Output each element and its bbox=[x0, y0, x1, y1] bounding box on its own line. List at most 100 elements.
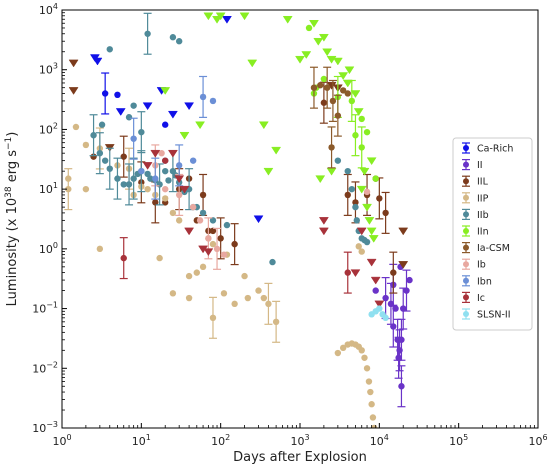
upper-limit-point bbox=[318, 33, 329, 42]
upper-limit-point bbox=[195, 121, 206, 130]
data-point bbox=[348, 185, 356, 193]
upper-limit-point bbox=[398, 261, 409, 269]
data-point bbox=[162, 167, 169, 175]
upper-limit-point bbox=[368, 235, 379, 243]
data-point bbox=[339, 344, 347, 352]
legend-marker bbox=[463, 277, 469, 284]
data-point bbox=[196, 217, 204, 224]
data-point bbox=[369, 414, 377, 421]
x-tick-label: 105 bbox=[449, 433, 468, 448]
data-point bbox=[382, 314, 389, 322]
data-point bbox=[344, 269, 351, 276]
data-point bbox=[209, 97, 217, 105]
data-point bbox=[175, 162, 183, 169]
data-point bbox=[403, 287, 410, 294]
data-point bbox=[320, 99, 328, 106]
legend-marker bbox=[463, 194, 469, 201]
data-point bbox=[255, 287, 262, 294]
upper-limit-point bbox=[374, 300, 385, 309]
data-point bbox=[358, 248, 365, 255]
data-point bbox=[199, 191, 207, 199]
legend-item: Ca-Rich bbox=[462, 142, 513, 155]
x-tick-label: 106 bbox=[528, 433, 547, 448]
upper-limit-point bbox=[150, 149, 161, 158]
data-point bbox=[323, 84, 331, 91]
data-point bbox=[162, 195, 169, 202]
y-tick-label: 102 bbox=[39, 121, 58, 136]
upper-limit-point bbox=[68, 59, 79, 68]
data-point bbox=[82, 185, 90, 193]
y-tick-label: 101 bbox=[39, 181, 58, 196]
series-ic bbox=[119, 149, 385, 309]
upper-limit-point bbox=[239, 12, 250, 21]
legend-item: SLSN-II bbox=[462, 308, 511, 321]
upper-limit-point bbox=[342, 79, 353, 88]
data-point bbox=[265, 300, 272, 308]
legend-label: Ia-CSM bbox=[477, 243, 510, 254]
data-point bbox=[400, 305, 407, 312]
upper-limit-point bbox=[263, 167, 274, 176]
upper-limit-point bbox=[247, 59, 258, 68]
upper-limit-point bbox=[167, 149, 178, 158]
data-point bbox=[348, 97, 356, 105]
y-tick-label: 10−3 bbox=[32, 420, 58, 435]
data-point bbox=[125, 114, 133, 121]
data-point bbox=[344, 191, 351, 199]
series-ca-rich bbox=[89, 15, 264, 224]
upper-limit-point bbox=[356, 185, 367, 194]
data-point bbox=[199, 209, 207, 217]
legend-label: Ic bbox=[477, 293, 485, 304]
upper-limit-point bbox=[366, 157, 377, 166]
data-point bbox=[106, 46, 113, 53]
data-point bbox=[209, 227, 217, 235]
data-point bbox=[269, 258, 276, 266]
x-tick-label: 102 bbox=[211, 433, 230, 448]
data-point bbox=[355, 243, 362, 250]
data-point bbox=[365, 378, 373, 385]
data-point bbox=[156, 254, 163, 262]
data-point bbox=[241, 272, 248, 280]
data-point bbox=[358, 347, 365, 354]
data-point bbox=[162, 157, 169, 164]
data-point bbox=[130, 175, 137, 182]
data-point bbox=[344, 90, 351, 97]
data-point bbox=[382, 209, 389, 217]
upper-limit-point bbox=[344, 66, 355, 75]
data-point bbox=[120, 153, 127, 160]
data-point bbox=[392, 305, 399, 312]
data-point bbox=[130, 102, 137, 109]
data-point bbox=[120, 254, 127, 262]
legend-item: IIL bbox=[462, 175, 489, 188]
data-point bbox=[376, 305, 383, 312]
legend-item: IIn bbox=[462, 225, 489, 238]
data-point bbox=[169, 209, 177, 217]
data-point bbox=[185, 294, 193, 302]
upper-limit-point bbox=[356, 227, 367, 236]
y-axis: 10−3 10−2 10−1 100 101 102 103 104 bbox=[32, 2, 67, 435]
data-point bbox=[138, 128, 145, 136]
data-point bbox=[398, 336, 405, 343]
data-point bbox=[199, 93, 207, 101]
upper-limit-point bbox=[350, 90, 361, 98]
data-point bbox=[65, 185, 72, 193]
data-point bbox=[217, 235, 224, 242]
upper-limit-point bbox=[68, 87, 79, 95]
upper-limit-point bbox=[364, 217, 375, 225]
data-point bbox=[96, 149, 104, 157]
data-point bbox=[147, 175, 154, 182]
data-point bbox=[138, 167, 145, 175]
data-point bbox=[406, 276, 413, 284]
legend-marker bbox=[463, 244, 469, 251]
upper-limit-point bbox=[167, 110, 178, 119]
upper-limit-point bbox=[359, 167, 370, 176]
upper-limit-point bbox=[92, 57, 103, 66]
y-tick-label: 104 bbox=[39, 2, 58, 17]
series-slsn-ii bbox=[368, 305, 389, 322]
legend-item: Ic bbox=[462, 291, 485, 304]
data-point bbox=[144, 170, 151, 178]
data-point bbox=[162, 121, 169, 128]
upper-limit-point bbox=[179, 131, 190, 140]
x-axis-title: Days after Explosion bbox=[233, 450, 367, 465]
legend-marker bbox=[463, 294, 469, 301]
x-tick-label: 101 bbox=[132, 433, 151, 448]
